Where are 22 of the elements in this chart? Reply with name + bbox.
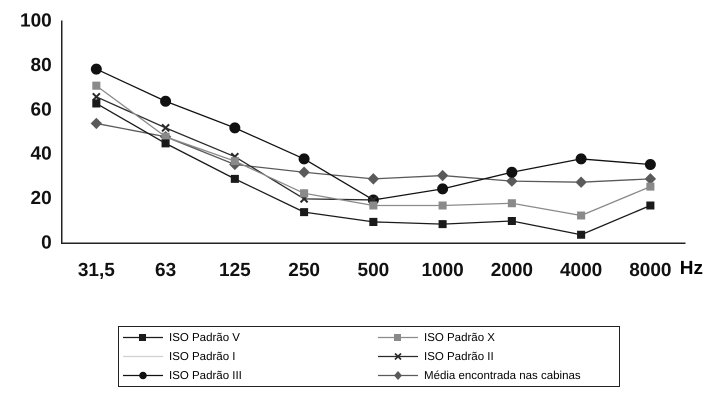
x-tick-label: 250: [288, 260, 320, 281]
y-tick-label: 60: [30, 99, 52, 120]
x-tick-label: 2000: [490, 260, 533, 281]
x-tick-label: 8000: [629, 260, 672, 281]
x-tick-label: 63: [155, 260, 176, 281]
legend-label: ISO Padrão X: [424, 332, 495, 344]
legend-label: ISO Padrão II: [424, 350, 494, 362]
y-tick-label: 40: [30, 144, 52, 165]
x-axis-title: Hz: [680, 258, 703, 280]
x-tick-label: 500: [358, 260, 390, 281]
legend-label: ISO Padrão I: [169, 350, 236, 362]
y-tick-label: 100: [20, 10, 52, 32]
legend-label: ISO Padrão III: [169, 370, 242, 382]
x-tick-label: 4000: [560, 260, 602, 281]
legend-label: Média encontrada nas cabinas: [424, 370, 581, 382]
x-tick-label: 125: [218, 260, 252, 281]
x-tick-label: 1000: [421, 260, 464, 281]
y-tick-label: 80: [30, 54, 52, 76]
legend-label: ISO Padrão V: [169, 332, 240, 344]
x-tick-label: 31,5: [78, 260, 116, 281]
y-tick-label: 20: [30, 188, 52, 210]
y-tick-label: 0: [41, 232, 52, 254]
